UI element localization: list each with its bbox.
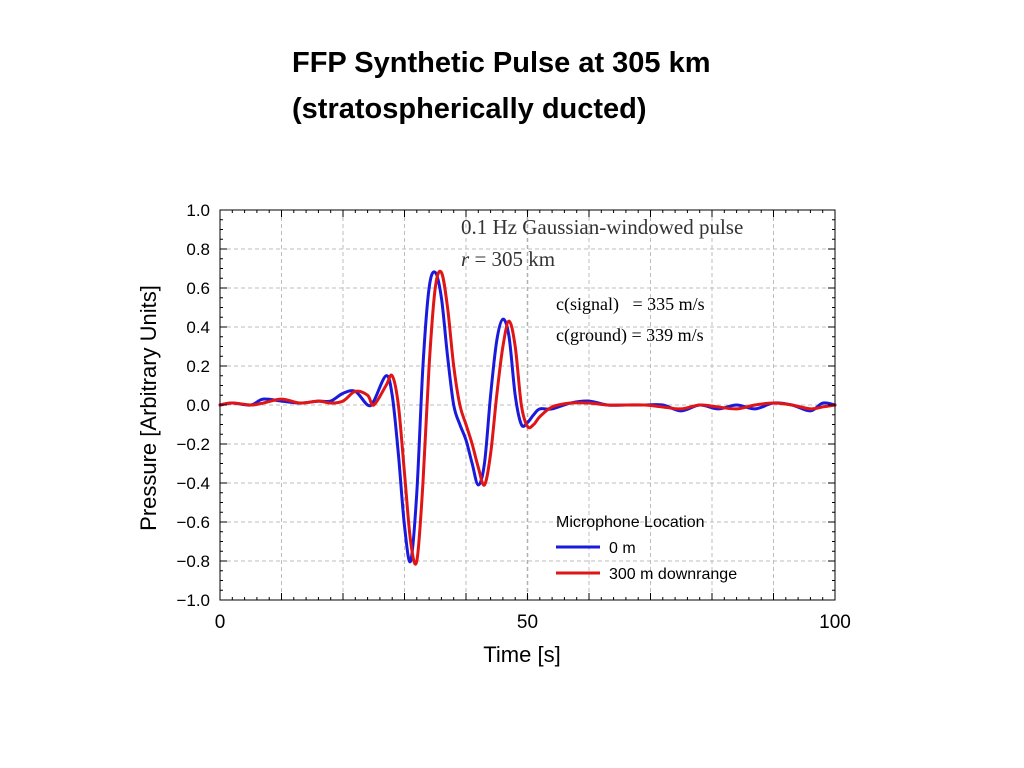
annotation-r-value: = 305 km [469,247,555,271]
legend: Microphone Location 0 m 300 m downrange [556,514,737,583]
slide-title: FFP Synthetic Pulse at 305 km (stratosph… [292,40,711,132]
series-layer [218,269,837,566]
y-tick-label: −0.6 [176,513,210,532]
y-tick-label: 0.2 [186,357,210,376]
legend-label-0m: 0 m [609,540,636,557]
series-line-300m [218,269,837,566]
legend-title: Microphone Location [556,514,705,531]
x-axis-label: Time [s] [483,642,560,667]
y-tick-label: −1.0 [176,591,210,610]
slide-title-line-1: FFP Synthetic Pulse at 305 km [292,47,711,79]
y-tick-label: 0.4 [186,318,210,337]
y-tick-label: −0.8 [176,552,210,571]
y-tick-label: −0.2 [176,435,210,454]
annotation-r-symbol: r [461,247,470,271]
ticks [219,209,836,601]
y-tick-label: 0.8 [186,240,210,259]
y-tick-label: 0.6 [186,279,210,298]
x-tick-label: 50 [517,612,538,633]
y-tick-label: −0.4 [176,474,210,493]
annotation-pulse-line-2: r = 305 km [461,247,555,271]
tick-labels: −1.0 −0.8 −0.6 −0.4 −0.2 0.0 0.2 0.4 0.6 0.8 1.0 0 5… [176,201,850,633]
slide-title-line-2: (stratospherically ducted) [292,93,647,125]
y-tick-label: 0.0 [186,396,210,415]
x-tick-label: 0 [215,612,226,633]
annotation-c-ground: c(ground) = 339 m/s [556,325,704,346]
annotation-pulse-line-1: 0.1 Hz Gaussian-windowed pulse [461,215,743,239]
legend-label-300m: 300 m downrange [609,566,737,583]
y-axis-label: Pressure [Arbitrary Units] [136,285,161,531]
y-tick-label: 1.0 [186,201,210,220]
annotation-c-signal: c(signal) = 335 m/s [556,294,705,315]
x-tick-label: 100 [819,612,851,633]
